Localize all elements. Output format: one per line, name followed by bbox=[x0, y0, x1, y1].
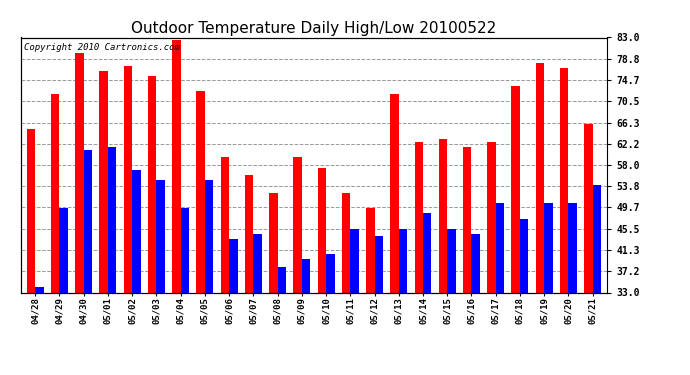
Bar bbox=[181, 209, 189, 292]
Bar bbox=[108, 147, 117, 292]
Bar bbox=[463, 147, 471, 292]
Bar bbox=[132, 170, 141, 292]
Bar bbox=[27, 129, 35, 292]
Bar bbox=[124, 66, 132, 292]
Bar bbox=[148, 76, 157, 292]
Bar bbox=[544, 203, 553, 292]
Bar bbox=[569, 203, 577, 292]
Bar bbox=[535, 63, 544, 292]
Bar bbox=[245, 175, 253, 292]
Bar bbox=[253, 234, 262, 292]
Bar bbox=[205, 180, 213, 292]
Bar bbox=[35, 287, 43, 292]
Bar bbox=[520, 219, 529, 292]
Bar bbox=[447, 229, 455, 292]
Bar bbox=[326, 254, 335, 292]
Bar bbox=[317, 168, 326, 292]
Bar bbox=[269, 193, 277, 292]
Bar bbox=[375, 236, 383, 292]
Bar bbox=[487, 142, 495, 292]
Bar bbox=[157, 180, 165, 292]
Bar bbox=[197, 91, 205, 292]
Bar bbox=[229, 239, 237, 292]
Bar bbox=[83, 150, 92, 292]
Text: Copyright 2010 Cartronics.com: Copyright 2010 Cartronics.com bbox=[23, 43, 179, 52]
Bar bbox=[593, 185, 601, 292]
Bar bbox=[471, 234, 480, 292]
Bar bbox=[399, 229, 407, 292]
Bar bbox=[439, 140, 447, 292]
Bar bbox=[495, 203, 504, 292]
Bar bbox=[415, 142, 423, 292]
Bar bbox=[366, 209, 375, 292]
Title: Outdoor Temperature Daily High/Low 20100522: Outdoor Temperature Daily High/Low 20100… bbox=[131, 21, 497, 36]
Bar bbox=[221, 158, 229, 292]
Bar bbox=[584, 124, 593, 292]
Bar bbox=[560, 68, 569, 292]
Bar bbox=[511, 86, 520, 292]
Bar bbox=[342, 193, 351, 292]
Bar bbox=[172, 40, 181, 292]
Bar bbox=[99, 70, 108, 292]
Bar bbox=[423, 213, 431, 292]
Bar bbox=[293, 158, 302, 292]
Bar bbox=[75, 53, 83, 292]
Bar bbox=[391, 94, 399, 292]
Bar bbox=[59, 209, 68, 292]
Bar bbox=[51, 94, 59, 292]
Bar bbox=[351, 229, 359, 292]
Bar bbox=[277, 267, 286, 292]
Bar bbox=[302, 260, 310, 292]
